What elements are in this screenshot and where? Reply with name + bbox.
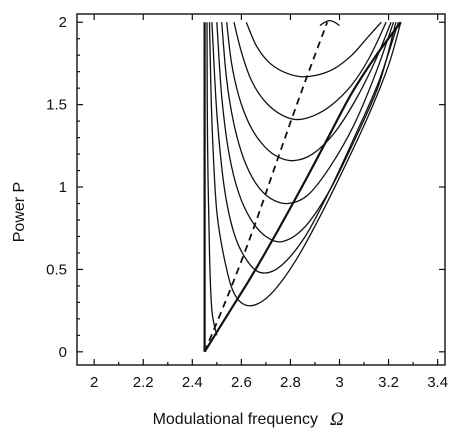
power-curve-8 [233, 21, 387, 121]
axes: 2 2.2 2.4 2.6 2.8 3 3.2 3.4 0 0.5 1 1.5 2 [46, 13, 448, 391]
x-tick-label: 2.8 [280, 374, 301, 391]
x-tick-label: 2.4 [182, 374, 203, 391]
x-tick-label: 3 [335, 374, 343, 391]
x-tick-label: 2 [90, 374, 98, 391]
y-tick-label: 2 [59, 14, 67, 31]
x-tick-label: 3.2 [378, 374, 399, 391]
power-curve-9 [245, 21, 382, 78]
boundary-curve-1 [203, 21, 402, 353]
power-curve-6 [221, 21, 395, 205]
power-curve-7 [226, 21, 392, 162]
dashed-minimum-line [203, 21, 329, 353]
power-curve-2 [206, 22, 218, 336]
x-tick-label: 3.4 [427, 374, 448, 391]
power-curve-5 [216, 22, 397, 243]
x-tick-label: 2.6 [231, 374, 252, 391]
labels: Power P Modulational frequency Ω [11, 182, 344, 430]
y-tick-label: 0 [59, 344, 67, 361]
plot-frame [76, 13, 446, 366]
y-tick-label: 1 [59, 179, 67, 196]
x-axis-label: Modulational frequency [153, 411, 318, 428]
power-curve-10 [319, 19, 340, 27]
y-tick-label: 0.5 [46, 261, 67, 278]
x-tick-label: 2.2 [133, 374, 154, 391]
series-group [203, 19, 402, 353]
power-curve-4 [211, 21, 400, 274]
y-axis-label: Power P [11, 182, 28, 242]
power-curve-3 [208, 22, 402, 307]
y-tick-label: 1.5 [46, 97, 67, 114]
x-axis-symbol: Ω [330, 409, 344, 430]
